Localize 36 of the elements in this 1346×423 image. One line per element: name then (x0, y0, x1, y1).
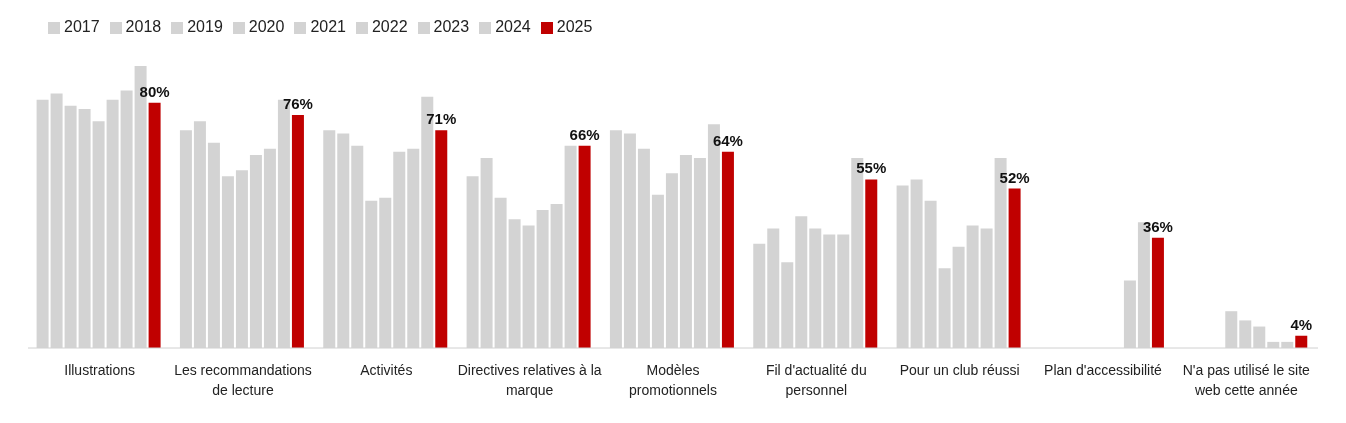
bar (1295, 335, 1308, 348)
data-label: 64% (712, 131, 743, 149)
data-label: 71% (426, 110, 457, 128)
x-tick-label: Activités (359, 361, 414, 380)
data-label: 76% (282, 95, 313, 113)
x-tick-label: Fil d'actualité du personnel (764, 361, 868, 400)
bar (721, 151, 734, 348)
legend-label: 2018 (125, 18, 162, 35)
bar (291, 115, 304, 348)
data-label: 4% (1290, 315, 1313, 333)
legend-label: 2022 (371, 18, 408, 35)
x-tick-label: Modèles promotionnels (628, 361, 718, 400)
legend-label: 2020 (248, 18, 285, 35)
x-tick-label: Pour un club réussi (898, 361, 1021, 380)
data-label: 66% (569, 125, 600, 143)
bar (1151, 237, 1164, 348)
legend-label: 2017 (64, 18, 100, 35)
bar (1008, 188, 1021, 348)
bar (148, 102, 161, 348)
data-label: 55% (856, 159, 887, 177)
bar (578, 145, 591, 348)
bar (435, 130, 448, 348)
x-tick-label: N'a pas utilisé le site web cette année (1181, 361, 1311, 400)
data-label: 36% (1142, 217, 1173, 235)
legend-label: 2019 (187, 18, 223, 35)
x-tick-label: Illustrations (63, 361, 137, 380)
x-tick-label: Les recommandations de lecture (173, 361, 313, 400)
data-label: 80% (139, 82, 170, 100)
x-tick-label: Plan d'accessibilité (1043, 361, 1163, 380)
legend-label: 2025 (556, 18, 593, 35)
bar (865, 179, 878, 348)
legend-label: 2023 (433, 18, 470, 35)
x-tick-label: Directives relatives à la marque (457, 361, 602, 400)
data-label: 52% (999, 168, 1030, 186)
legend-label: 2021 (310, 18, 346, 35)
legend-label: 2024 (495, 18, 531, 35)
